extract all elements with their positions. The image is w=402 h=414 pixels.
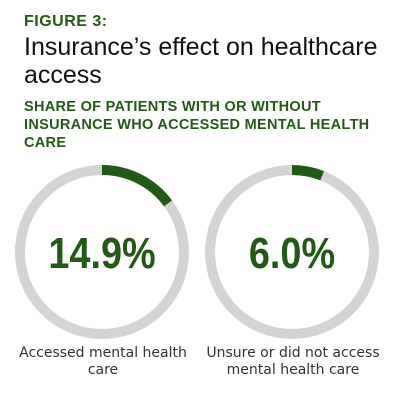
donut-unsure-or-not: 6.0% xyxy=(205,165,379,339)
chart-title: Insurance’s effect on healthcare access xyxy=(24,33,378,89)
donut-value-label: 14.9% xyxy=(48,228,155,277)
caption-accessed: Accessed mental health care xyxy=(19,345,187,378)
donut-value-label: 6.0% xyxy=(249,228,335,277)
figure-label: FIGURE 3: xyxy=(24,13,108,30)
donut-value-arc xyxy=(291,165,325,181)
donut-accessed: 14.9% xyxy=(15,165,189,339)
chart-subtitle: SHARE OF PATIENTS WITH OR WITHOUT INSURA… xyxy=(24,99,370,151)
donut-value-arc xyxy=(101,165,173,207)
caption-unsure: Unsure or did not access mental health c… xyxy=(206,345,380,378)
